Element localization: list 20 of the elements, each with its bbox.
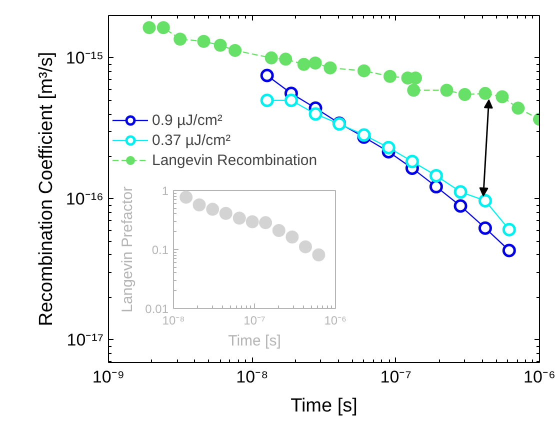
x-tick-label: 10⁻⁶ — [324, 314, 347, 328]
x-tick-label: 10⁻⁸ — [236, 368, 268, 386]
y-axis-title: Langevin Prefactor — [119, 186, 136, 312]
y-tick-label: 0.1 — [152, 243, 169, 257]
x-axis-title: Time [s] — [290, 396, 358, 416]
y-tick-label: 1 — [162, 184, 169, 198]
y-tick-label: 0.01 — [145, 302, 169, 316]
legend-label: 0.37 µJ/cm² — [152, 132, 231, 148]
x-tick-label: 10⁻⁹ — [92, 368, 125, 386]
x-tick-label: 10⁻⁶ — [524, 368, 555, 386]
y-tick-label: 10⁻¹⁶ — [66, 189, 104, 208]
y-tick-label: 10⁻¹⁷ — [66, 330, 104, 350]
y-tick-label: 10⁻¹⁵ — [66, 48, 104, 68]
x-tick-label: 10⁻⁸ — [162, 314, 185, 328]
x-tick-label: 10⁻⁷ — [380, 368, 412, 386]
legend-label: Langevin Recombination — [152, 152, 318, 168]
x-tick-label: 10⁻⁷ — [244, 314, 266, 328]
x-axis-title: Time [s] — [228, 332, 281, 350]
legend-label: 0.9 µJ/cm² — [152, 112, 222, 128]
y-axis-title: Recombination Coefficient [m³/s] — [36, 52, 57, 326]
